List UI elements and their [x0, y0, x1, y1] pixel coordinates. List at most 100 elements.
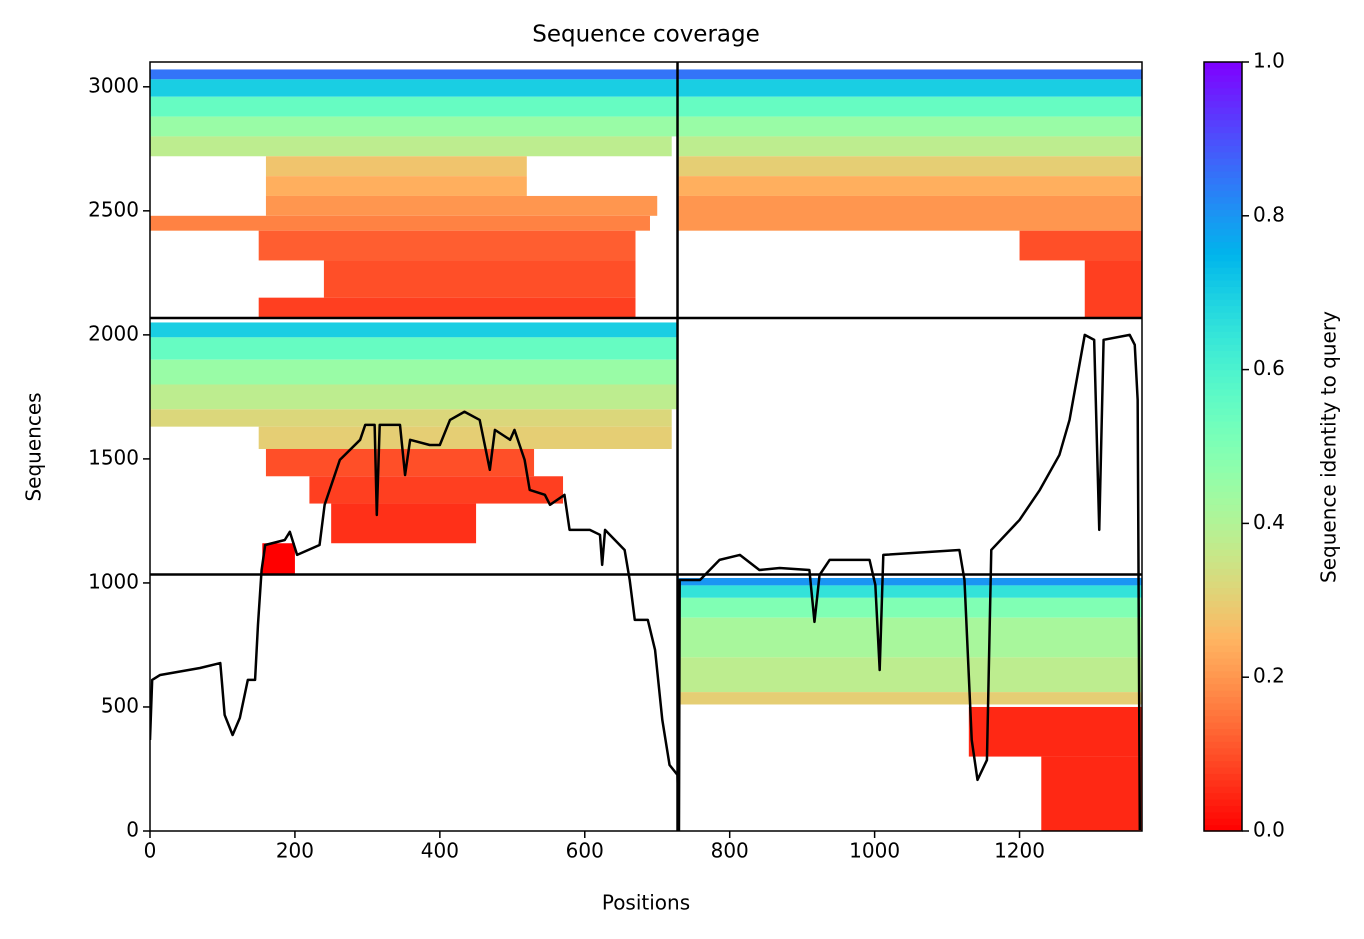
colorbar-segment	[1204, 247, 1242, 255]
y-tick-label: 500	[101, 693, 139, 717]
colorbar-segment	[1204, 523, 1242, 531]
colorbar-segment	[1204, 529, 1242, 537]
colorbar-segment	[1204, 356, 1242, 364]
coverage-block	[677, 692, 1142, 705]
y-tick-label: 1500	[88, 445, 139, 469]
colorbar-segment	[1204, 100, 1242, 108]
colorbar-segment	[1204, 510, 1242, 518]
coverage-block	[309, 476, 564, 504]
colorbar-segment	[1204, 696, 1242, 704]
coverage-block	[265, 195, 658, 216]
colorbar-segment	[1204, 709, 1242, 717]
coverage-line	[150, 333, 1142, 831]
coverage-block	[150, 359, 678, 385]
colorbar-segment	[1204, 382, 1242, 390]
colorbar-segment	[1204, 478, 1242, 486]
coverage-block	[968, 706, 1142, 757]
colorbar-segment	[1204, 273, 1242, 281]
coverage-block	[677, 195, 1142, 231]
colorbar-segment	[1204, 459, 1242, 467]
colorbar-segment	[1204, 754, 1242, 762]
coverage-block	[677, 597, 1142, 618]
colorbar-segment	[1204, 164, 1242, 172]
x-tick-label: 200	[276, 839, 314, 863]
colorbar-segment	[1204, 504, 1242, 512]
x-tick-label: 600	[566, 839, 604, 863]
colorbar-segment	[1204, 683, 1242, 691]
colorbar-segment	[1204, 388, 1242, 396]
colorbar-segment	[1204, 670, 1242, 678]
colorbar-segment	[1204, 68, 1242, 76]
colorbar-segment	[1204, 311, 1242, 319]
y-tick-label: 0	[126, 818, 139, 842]
colorbar-segment	[1204, 286, 1242, 294]
coverage-block	[150, 69, 678, 80]
colorbar-segment	[1204, 734, 1242, 742]
colorbar-segment	[1204, 798, 1242, 806]
colorbar-segment	[1204, 81, 1242, 89]
colorbar-segment	[1204, 606, 1242, 614]
colorbar-segment	[1204, 331, 1242, 339]
colorbar-segment	[1204, 786, 1242, 794]
colorbar-segment	[1204, 555, 1242, 563]
colorbar-segment	[1204, 363, 1242, 371]
coverage-block	[677, 96, 1142, 117]
colorbar-segment	[1204, 87, 1242, 95]
y-tick-label: 2500	[88, 197, 139, 221]
coverage-block	[150, 384, 678, 410]
colorbar-label: Sequence identity to query	[1317, 311, 1341, 583]
colorbar-segment	[1204, 343, 1242, 351]
coverage-block	[677, 136, 1142, 157]
coverage-block	[150, 136, 672, 157]
colorbar-segment	[1204, 369, 1242, 377]
colorbar-segment	[1204, 74, 1242, 82]
colorbar-segment	[1204, 446, 1242, 454]
colorbar-segment	[1204, 619, 1242, 627]
colorbar-segment	[1204, 305, 1242, 313]
coverage-block	[258, 426, 672, 449]
colorbar-segment	[1204, 741, 1242, 749]
coverage-block	[262, 543, 295, 575]
colorbar-segment	[1204, 472, 1242, 480]
colorbar-segment	[1204, 497, 1242, 505]
colorbar-segment	[1204, 254, 1242, 262]
coverage-block	[150, 215, 650, 231]
colorbar-segment	[1204, 465, 1242, 473]
colorbar-segment	[1204, 408, 1242, 416]
colorbar-segment	[1204, 94, 1242, 102]
colorbar-segment	[1204, 773, 1242, 781]
colorbar-segment	[1204, 241, 1242, 249]
x-tick-label: 1200	[994, 839, 1045, 863]
colorbar-segment	[1204, 677, 1242, 685]
colorbar-segment	[1204, 632, 1242, 640]
colorbar-segment	[1204, 222, 1242, 230]
colorbar-segment	[1204, 183, 1242, 191]
colorbar-segment	[1204, 805, 1242, 813]
coverage-block	[677, 116, 1142, 137]
colorbar-segment	[1204, 170, 1242, 178]
y-axis-label: Sequences	[22, 392, 46, 501]
colorbar-segment	[1204, 715, 1242, 723]
coverage-block	[258, 297, 636, 319]
coverage-block	[677, 79, 1142, 97]
colorbar-frame	[1203, 61, 1243, 832]
colorbar-segment	[1204, 190, 1242, 198]
colorbar-segment	[1204, 645, 1242, 653]
colorbar-segment	[1204, 722, 1242, 730]
colorbar-segment	[1204, 760, 1242, 768]
colorbar-segment	[1204, 119, 1242, 127]
colorbar-segment	[1204, 62, 1242, 70]
colorbar-segment	[1204, 690, 1242, 698]
colorbar-segment	[1204, 324, 1242, 332]
coverage-block	[265, 176, 527, 196]
colorbar-segment	[1204, 587, 1242, 595]
colorbar-tick-label: 0.8	[1253, 202, 1285, 226]
coverage-block	[265, 448, 535, 477]
coverage-block	[150, 116, 678, 137]
x-tick-label: 800	[711, 839, 749, 863]
colorbar-segment	[1204, 279, 1242, 287]
colorbar-segment	[1204, 433, 1242, 441]
coverage-block	[150, 79, 678, 97]
colorbar-tick-label: 0.6	[1253, 356, 1285, 380]
